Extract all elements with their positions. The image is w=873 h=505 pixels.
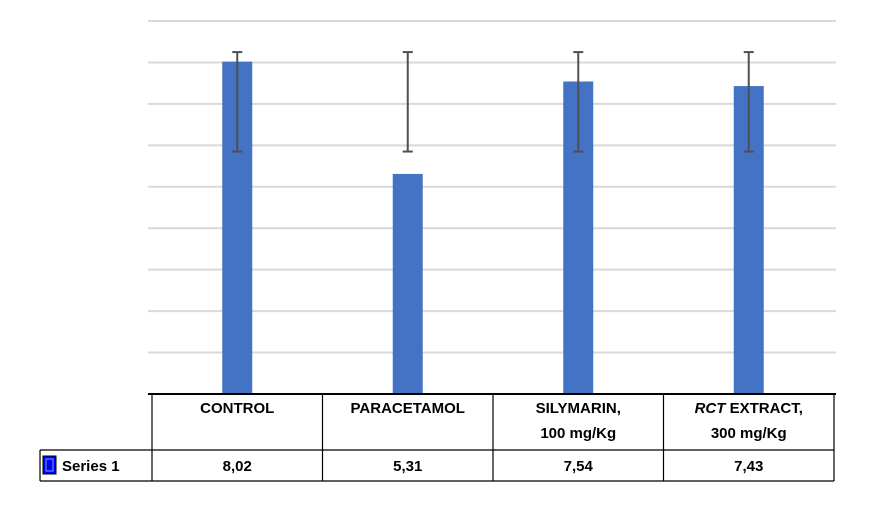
data-value-label: 7,54 [564, 458, 594, 475]
category-label-rest: EXTRACT, [725, 400, 803, 417]
error-bar [232, 51, 243, 153]
error-bar [573, 51, 584, 153]
bar [392, 173, 423, 394]
error-bar [743, 51, 754, 153]
category-label: PARACETAMOL [351, 400, 465, 417]
legend-series-label: Series 1 [62, 458, 120, 475]
category-label: CONTROL [200, 400, 274, 417]
legend-key-inner [45, 458, 54, 472]
data-value-label: 8,02 [223, 458, 252, 475]
category-label: 300 mg/Kg [711, 425, 787, 442]
data-value-label: 7,43 [734, 458, 763, 475]
category-label: RCT EXTRACT, [695, 400, 803, 417]
category-label-italic: RCT [695, 400, 728, 417]
data-value-label: 5,31 [393, 458, 422, 475]
category-label: 100 mg/Kg [540, 425, 616, 442]
category-label: SILYMARIN, [536, 400, 621, 417]
error-bar [402, 51, 413, 153]
